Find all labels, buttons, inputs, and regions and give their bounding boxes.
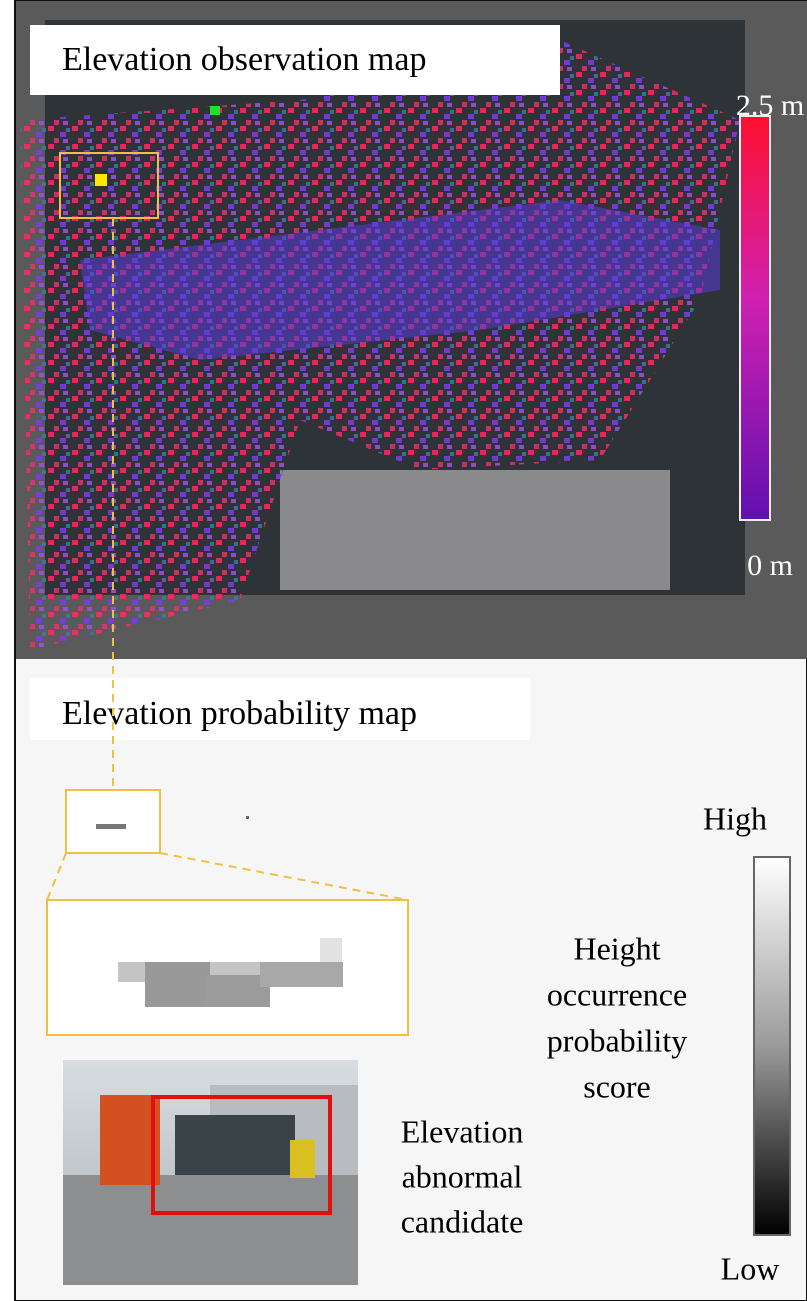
elevation-colorbar — [740, 116, 770, 520]
detection-blob — [96, 824, 126, 829]
colorbar-min-label: 0 m — [747, 549, 793, 582]
zoom-source-box — [66, 790, 160, 853]
colorbar-caption: Height — [573, 930, 660, 966]
photo-caption: abnormal — [402, 1158, 523, 1194]
camera-photo — [63, 1060, 358, 1285]
colorbar-min-label: Low — [721, 1250, 780, 1286]
probability-colorbar — [754, 857, 790, 1235]
colorbar-caption: probability — [547, 1022, 687, 1058]
colorbar-caption: score — [583, 1068, 651, 1104]
top-title: Elevation observation map — [62, 41, 426, 78]
photo-caption: Elevation — [401, 1113, 524, 1149]
highlight-cell — [95, 174, 107, 186]
colorbar-caption: occurrence — [547, 976, 687, 1012]
building — [280, 470, 670, 590]
colorbar-max-label: High — [703, 800, 767, 836]
marker — [210, 106, 220, 115]
bottom-title: Elevation probability map — [62, 695, 417, 732]
detection-dot — [246, 816, 249, 819]
page: Elevation observation map 2.5 m 0 m Elev… — [0, 0, 807, 1301]
figure: Elevation observation map 2.5 m 0 m Elev… — [0, 0, 807, 1301]
photo-caption: candidate — [401, 1203, 524, 1239]
